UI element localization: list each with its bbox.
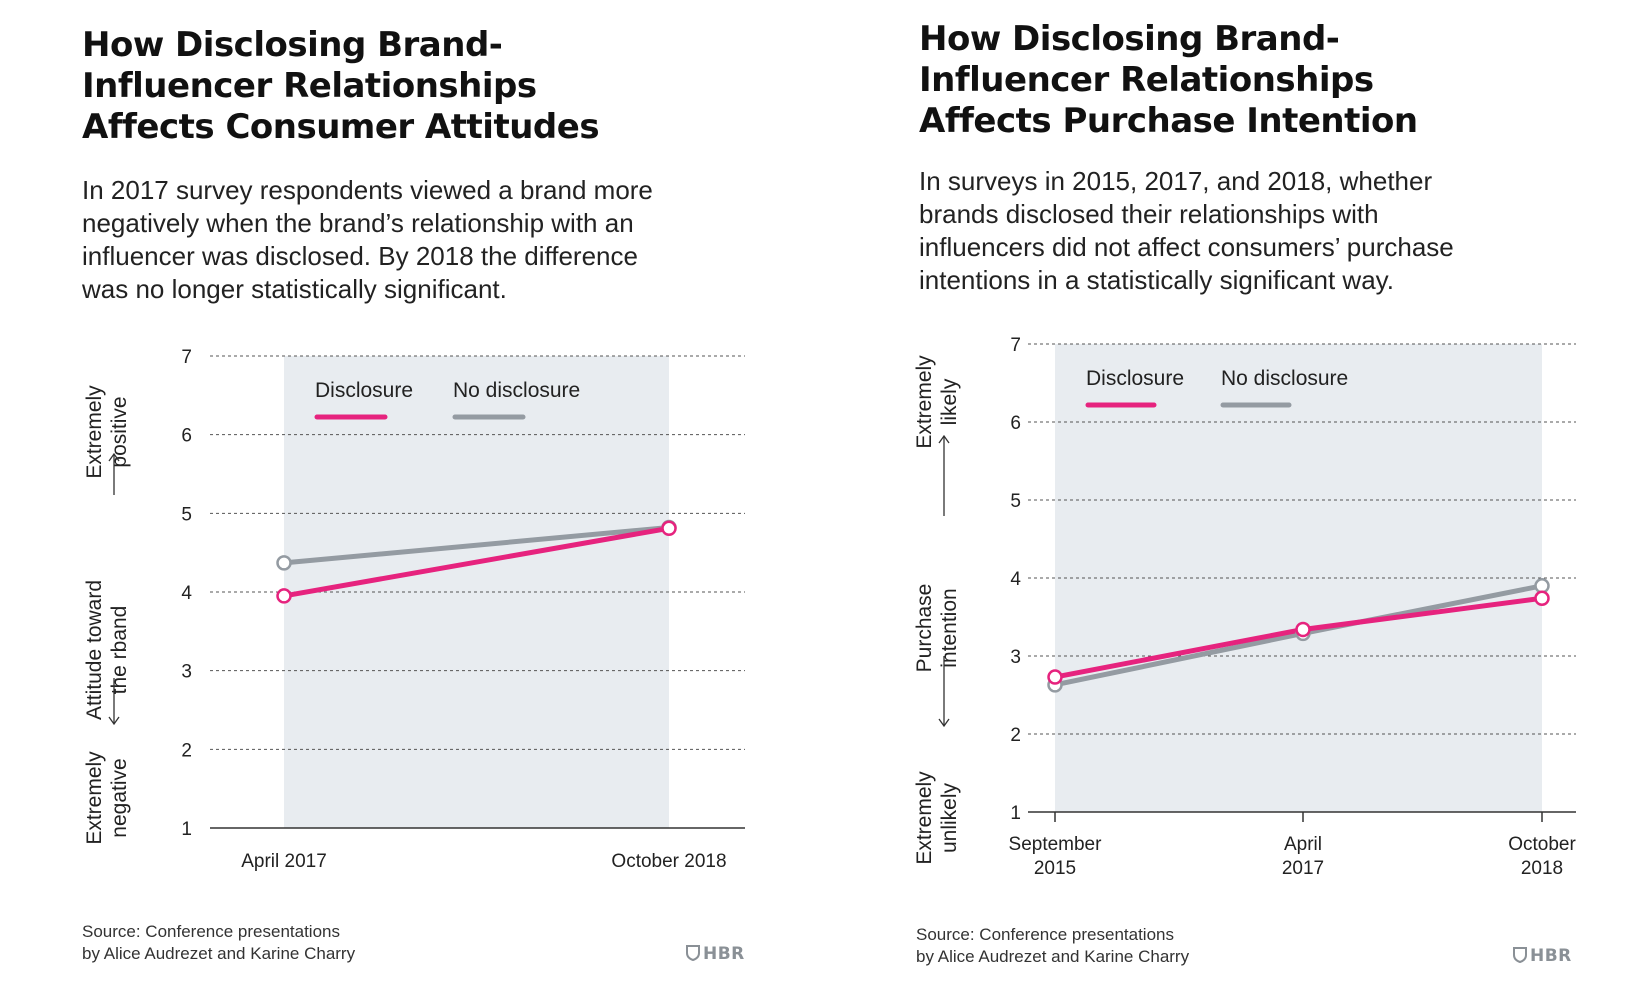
y-tick-label: 1 (181, 819, 192, 840)
y-tick-label: 4 (1010, 569, 1021, 590)
chart-subtitle: In 2017 survey respondents viewed a bran… (82, 174, 653, 306)
y-axis-label-bottom: Extremelynegative (83, 751, 131, 845)
series-line-disclosure (281, 525, 672, 599)
legend-label: No disclosure (1221, 367, 1348, 390)
y-axis-label: Purchaseintention (913, 584, 961, 673)
subtitle-line: influencer was disclosed. By 2018 the di… (82, 241, 638, 271)
data-point-no-disclosure (276, 555, 292, 571)
source-line: by Alice Audrezet and Karine Charry (916, 947, 1190, 966)
line-chart-attitudes: 1 2 3 4 5 6 7 April 2017 October 2018 Disclosure N… (83, 347, 745, 872)
data-point-disclosure (1534, 590, 1550, 607)
y-tick-label: 2 (1010, 725, 1021, 746)
source-note: Source: Conference presentations by Alic… (82, 921, 355, 965)
chart-subtitle: In surveys in 2015, 2017, and 2018, whet… (919, 165, 1454, 297)
y-tick-label: 6 (1010, 413, 1021, 434)
shield-icon (686, 945, 700, 961)
shield-icon (1513, 947, 1527, 963)
logo-text: HBR (703, 944, 745, 964)
hbr-logo: HBR (1513, 946, 1572, 966)
subtitle-line: was no longer statistically significant. (82, 274, 507, 304)
y-tick-label: 4 (181, 583, 192, 604)
subtitle-line: In 2017 survey respondents viewed a bran… (82, 175, 653, 205)
x-tick-label: September 2015 (1009, 834, 1103, 879)
data-point-no-disclosure (1534, 578, 1550, 594)
line-chart-purchase-intention: 1 2 3 4 5 6 7 September 2015 April 2017 October 2018… (913, 335, 1576, 879)
y-tick-label: 5 (181, 504, 192, 525)
y-axis-label: Attitude towardthe rband (83, 580, 131, 720)
chart-panel-purchase-intention: How Disclosing Brand- Influencer Relatio… (819, 0, 1638, 1008)
subtitle-line: brands disclosed their relationships wit… (919, 199, 1379, 229)
legend-label: Disclosure (315, 379, 413, 402)
y-tick-label: 1 (1010, 803, 1021, 824)
y-tick-label: 7 (181, 347, 192, 368)
y-axis-label-top: Extremelylikely (913, 355, 961, 449)
legend-label: No disclosure (453, 379, 580, 402)
y-tick-label: 7 (1010, 335, 1021, 356)
source-note: Source: Conference presentations by Alic… (916, 924, 1189, 968)
arrow-down-head-icon (108, 716, 120, 726)
x-tick-label: October 2018 (611, 851, 726, 872)
data-point-disclosure (1295, 621, 1311, 638)
hbr-logo: HBR (686, 944, 745, 964)
x-tick-label: April 2017 (241, 851, 327, 872)
data-point-disclosure (276, 588, 292, 604)
arrow-up-head-icon (108, 452, 120, 462)
data-point-disclosure (1047, 669, 1063, 685)
source-line: by Alice Audrezet and Karine Charry (82, 944, 356, 963)
y-tick-label: 5 (1010, 491, 1021, 512)
data-point-disclosure (661, 520, 677, 537)
y-tick-label: 3 (1010, 647, 1021, 668)
chart-title-line: Affects Consumer Attitudes (82, 107, 600, 147)
chart-title-line: How Disclosing Brand- (82, 25, 503, 65)
chart-title: How Disclosing Brand- Influencer Relatio… (82, 25, 600, 148)
chart-title-line: Affects Purchase Intention (919, 101, 1418, 141)
chart-title-line: Influencer Relationships (82, 66, 537, 106)
chart-title: How Disclosing Brand- Influencer Relatio… (919, 19, 1418, 142)
source-line: Source: Conference presentations (82, 922, 340, 941)
x-tick-label: October 2018 (1508, 834, 1576, 879)
arrow-down-head-icon (938, 718, 950, 728)
chart-title-line: How Disclosing Brand- (919, 19, 1340, 59)
source-line: Source: Conference presentations (916, 925, 1174, 944)
y-axis-label-top: Extremelypositive (83, 385, 131, 479)
chart-title-line: Influencer Relationships (919, 60, 1374, 100)
legend-label: Disclosure (1086, 367, 1184, 390)
subtitle-line: In surveys in 2015, 2017, and 2018, whet… (919, 166, 1433, 196)
chart-panel-attitudes: How Disclosing Brand- Influencer Relatio… (82, 25, 745, 965)
x-tick-label: April 2017 (1282, 834, 1324, 879)
subtitle-line: negatively when the brand’s relationship… (82, 208, 634, 238)
y-tick-label: 6 (181, 426, 192, 447)
y-axis-label-bottom: Extremelyunlikely (913, 771, 961, 865)
arrow-up-head-icon (938, 434, 950, 444)
series-line-no-disclosure (281, 524, 672, 566)
logo-text: HBR (1530, 946, 1572, 966)
subtitle-line: intentions in a statistically significan… (919, 265, 1394, 295)
y-tick-label: 3 (181, 662, 192, 683)
subtitle-line: influencers did not affect consumers’ pu… (919, 232, 1454, 262)
y-tick-label: 2 (181, 740, 192, 761)
